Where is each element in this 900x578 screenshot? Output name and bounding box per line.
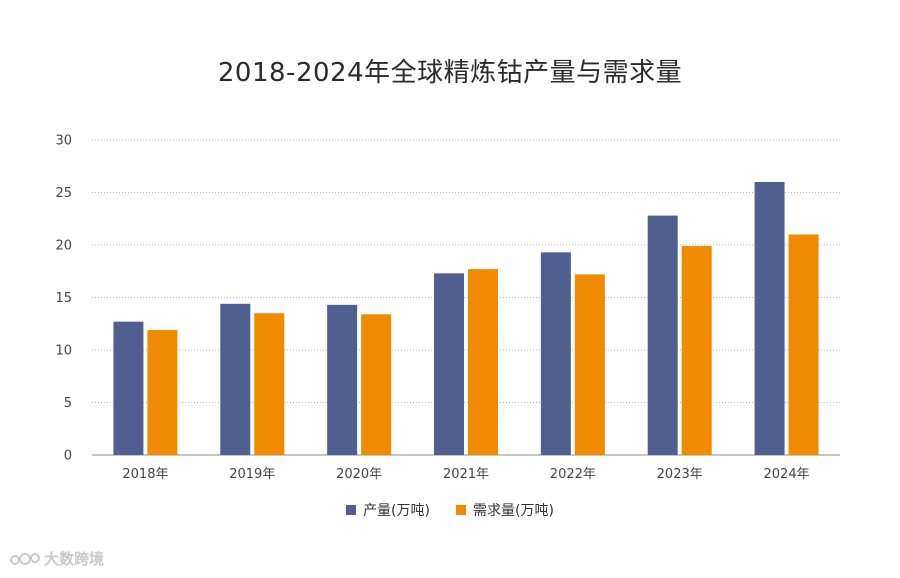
y-tick-label: 5 xyxy=(64,396,72,411)
legend-item: 产量(万吨) xyxy=(346,500,430,520)
x-tick-label: 2021年 xyxy=(443,467,489,482)
bar-demand xyxy=(574,274,605,455)
x-tick-label: 2023年 xyxy=(657,467,703,482)
bar-production xyxy=(540,252,571,455)
chart-title: 2018-2024年全球精炼钴产量与需求量 xyxy=(217,58,683,88)
y-tick-label: 10 xyxy=(55,344,72,359)
y-tick-label: 25 xyxy=(55,186,72,201)
bar-production xyxy=(434,273,464,455)
y-tick-label: 15 xyxy=(55,291,72,306)
bar-production xyxy=(220,303,251,455)
watermark: 大数跨境 xyxy=(10,548,104,569)
bar-demand xyxy=(788,234,819,455)
bar-production xyxy=(647,215,678,455)
legend-swatch xyxy=(346,505,357,515)
bar-demand xyxy=(147,330,178,455)
x-tick-label: 2024年 xyxy=(764,467,810,482)
legend-label: 需求量(万吨) xyxy=(473,503,554,519)
bar-production xyxy=(327,304,358,455)
x-tick-label: 2018年 xyxy=(122,467,168,482)
brand-logo-icon xyxy=(10,552,40,565)
bar-demand xyxy=(681,246,712,455)
x-tick-label: 2019年 xyxy=(229,467,275,482)
legend-item: 需求量(万吨) xyxy=(456,500,554,520)
y-tick-label: 20 xyxy=(55,239,72,254)
legend-label: 产量(万吨) xyxy=(363,503,430,519)
bar-demand xyxy=(361,314,392,455)
x-tick-label: 2022年 xyxy=(550,467,596,482)
bar-production xyxy=(754,182,785,455)
bar-demand xyxy=(254,313,285,455)
bar-production xyxy=(113,321,144,455)
watermark-text: 大数跨境 xyxy=(44,550,105,568)
x-tick-label: 2020年 xyxy=(336,467,382,482)
legend-swatch xyxy=(456,505,466,515)
y-tick-label: 0 xyxy=(64,449,72,464)
y-tick-label: 30 xyxy=(55,134,72,149)
bar-demand xyxy=(468,269,498,455)
chart-legend: 产量(万吨) 需求量(万吨) xyxy=(0,500,900,520)
